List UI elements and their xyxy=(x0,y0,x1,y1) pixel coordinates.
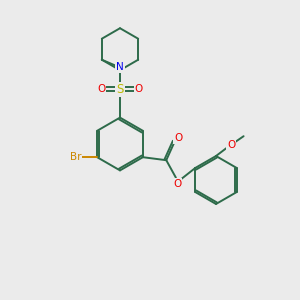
Text: O: O xyxy=(97,84,106,94)
Text: O: O xyxy=(227,140,235,150)
Text: O: O xyxy=(173,179,182,189)
Text: Br: Br xyxy=(70,152,81,162)
Text: O: O xyxy=(174,133,182,143)
Text: N: N xyxy=(116,62,124,73)
Text: O: O xyxy=(134,84,143,94)
Text: S: S xyxy=(116,82,124,96)
